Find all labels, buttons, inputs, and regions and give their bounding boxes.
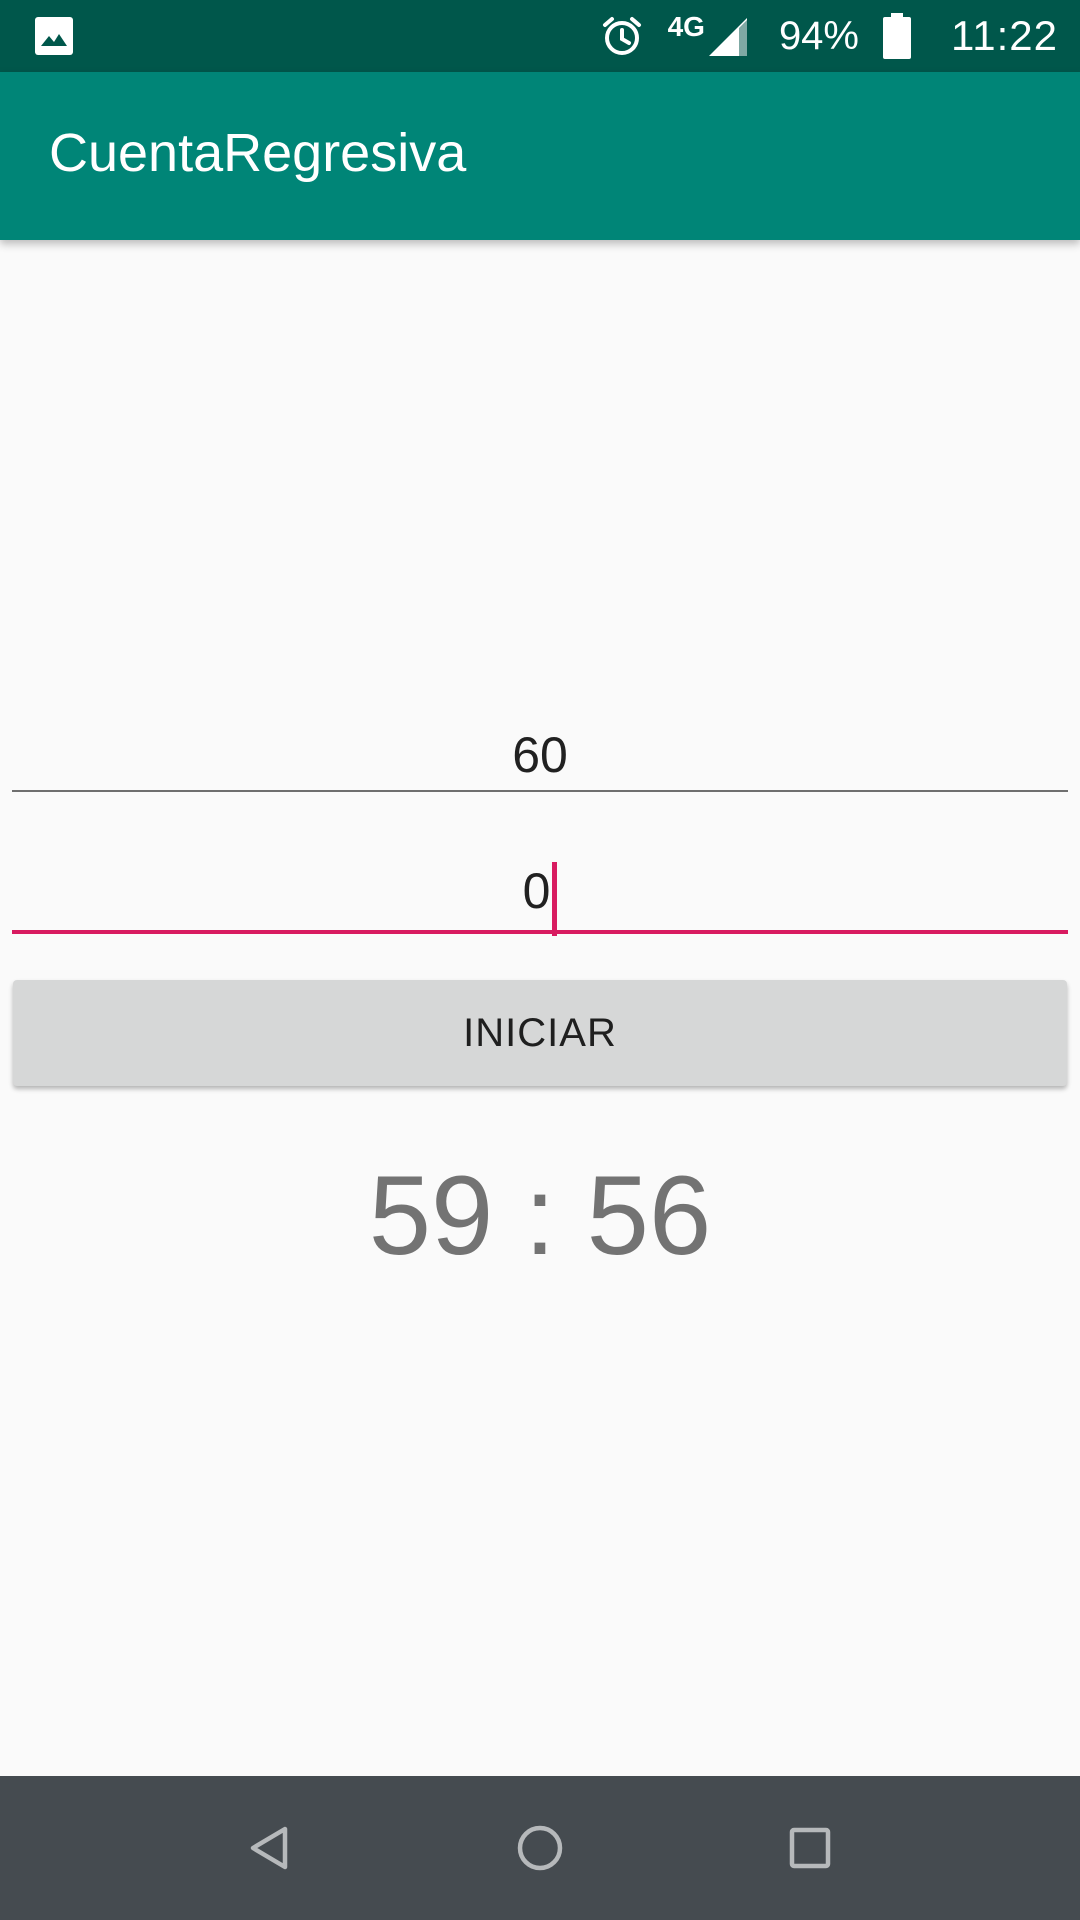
seconds-underline [12,930,1068,934]
image-icon [34,16,74,56]
countdown-display: 59 : 56 [368,1153,712,1278]
start-button[interactable]: INICIAR [13,980,1067,1086]
text-cursor [552,861,558,936]
minutes-underline [12,790,1068,792]
signal-icon [707,14,751,58]
app-bar: CuentaRegresiva [0,72,1080,240]
seconds-input[interactable]: 0 [12,861,1068,936]
status-bar: 4G 94% 11:22 [0,0,1080,72]
minutes-input[interactable]: 60 [12,730,1068,792]
status-icons: 4G 94% 11:22 [598,0,1058,72]
alarm-icon [598,12,646,60]
battery-icon [883,13,911,59]
status-clock: 11:22 [951,12,1058,59]
main-content: 60 0 INICIAR 59 : 56 [0,240,1080,1776]
network-type: 4G [667,11,705,42]
seconds-value: 0 [522,863,551,919]
minutes-value: 60 [512,727,568,783]
recent-square-icon[interactable] [760,1798,860,1898]
app-title: CuentaRegresiva [49,123,467,183]
back-triangle-icon[interactable] [220,1798,320,1898]
battery-percent: 94% [778,13,859,58]
home-circle-icon[interactable] [490,1798,590,1898]
navigation-bar [0,1776,1080,1920]
